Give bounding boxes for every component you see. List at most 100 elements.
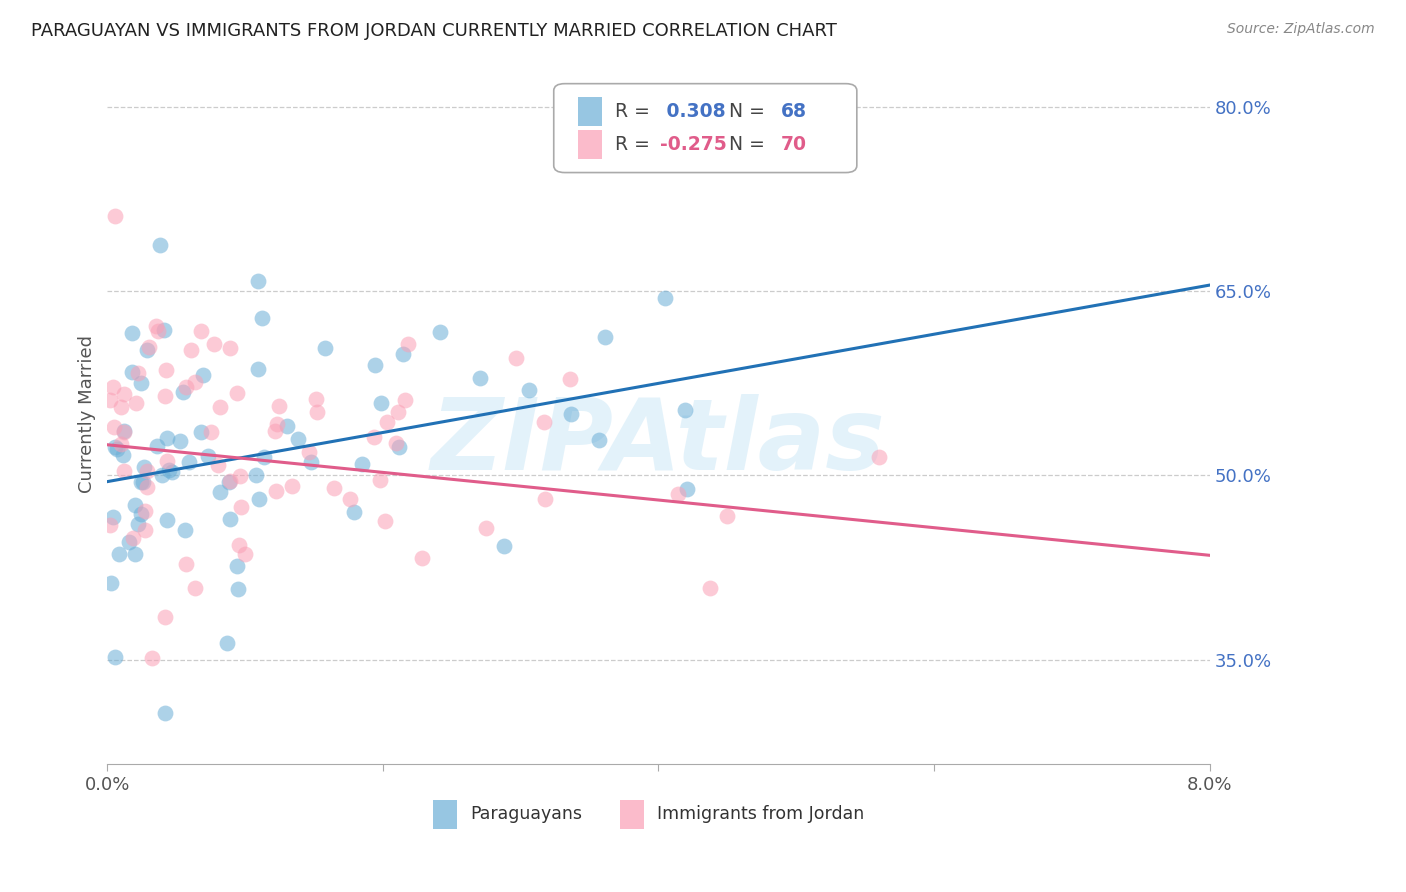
Point	[134, 459, 156, 474]
Point	[183, 375, 205, 389]
Point	[350, 457, 373, 471]
Point	[190, 324, 212, 338]
Point	[149, 238, 172, 252]
Point	[124, 547, 146, 561]
Point	[266, 417, 288, 431]
Point	[190, 425, 212, 439]
Text: Source: ZipAtlas.com: Source: ZipAtlas.com	[1227, 22, 1375, 37]
Point	[246, 274, 269, 288]
Text: R =: R =	[616, 135, 657, 154]
Point	[132, 475, 155, 489]
Point	[219, 474, 242, 488]
Point	[153, 389, 176, 403]
Point	[134, 524, 156, 538]
Point	[377, 415, 399, 429]
FancyBboxPatch shape	[554, 84, 856, 172]
Point	[593, 329, 616, 343]
Point	[197, 449, 219, 463]
Point	[129, 475, 152, 490]
Point	[250, 310, 273, 325]
Point	[287, 432, 309, 446]
Point	[111, 448, 134, 462]
Point	[135, 343, 157, 357]
Point	[124, 498, 146, 512]
Point	[673, 403, 696, 417]
Point	[364, 358, 387, 372]
Text: 0.308: 0.308	[659, 102, 725, 121]
Point	[157, 463, 180, 477]
Point	[299, 455, 322, 469]
Point	[374, 514, 396, 528]
Point	[98, 518, 121, 533]
Point	[388, 440, 411, 454]
Point	[145, 318, 167, 333]
FancyBboxPatch shape	[620, 800, 644, 830]
Point	[304, 392, 326, 406]
Point	[229, 469, 252, 483]
Point	[150, 468, 173, 483]
Point	[100, 575, 122, 590]
Point	[141, 650, 163, 665]
FancyBboxPatch shape	[578, 97, 602, 127]
Point	[135, 480, 157, 494]
Point	[533, 415, 555, 429]
Point	[387, 405, 409, 419]
Point	[103, 420, 125, 434]
Text: R =: R =	[616, 102, 657, 121]
Point	[666, 487, 689, 501]
Point	[247, 362, 270, 376]
Point	[104, 440, 127, 454]
Point	[193, 368, 215, 383]
Point	[533, 492, 555, 507]
Point	[112, 425, 135, 439]
Point	[207, 458, 229, 473]
Point	[112, 464, 135, 478]
Text: PARAGUAYAN VS IMMIGRANTS FROM JORDAN CURRENTLY MARRIED CORRELATION CHART: PARAGUAYAN VS IMMIGRANTS FROM JORDAN CUR…	[31, 22, 837, 40]
Point	[110, 400, 132, 414]
Point	[112, 425, 135, 439]
Text: Immigrants from Jordan: Immigrants from Jordan	[658, 805, 865, 823]
Point	[209, 400, 232, 414]
Point	[135, 464, 157, 478]
Point	[233, 547, 256, 561]
Point	[101, 509, 124, 524]
Point	[385, 436, 408, 450]
Text: Paraguayans: Paraguayans	[470, 805, 582, 823]
Point	[391, 347, 413, 361]
Point	[162, 466, 184, 480]
Point	[180, 343, 202, 358]
Point	[253, 450, 276, 464]
Point	[266, 483, 288, 498]
Point	[675, 482, 697, 496]
Point	[339, 492, 361, 507]
Point	[228, 538, 250, 552]
Point	[370, 395, 392, 409]
Point	[153, 323, 176, 337]
Point	[394, 393, 416, 408]
Point	[156, 454, 179, 468]
Point	[146, 438, 169, 452]
Point	[204, 337, 226, 351]
Point	[177, 454, 200, 468]
Point	[411, 551, 433, 566]
Point	[112, 387, 135, 401]
Point	[215, 636, 238, 650]
Point	[517, 384, 540, 398]
Point	[121, 326, 143, 340]
Point	[174, 523, 197, 537]
Text: N =: N =	[717, 102, 770, 121]
Point	[588, 433, 610, 447]
Point	[505, 351, 527, 366]
Point	[276, 418, 298, 433]
Point	[225, 559, 247, 574]
Point	[363, 430, 385, 444]
Point	[716, 509, 738, 524]
Point	[101, 380, 124, 394]
Point	[226, 582, 249, 596]
Point	[225, 385, 247, 400]
Point	[127, 366, 149, 380]
Point	[396, 336, 419, 351]
Text: N =: N =	[717, 135, 770, 154]
Point	[560, 372, 582, 386]
Point	[475, 521, 498, 535]
